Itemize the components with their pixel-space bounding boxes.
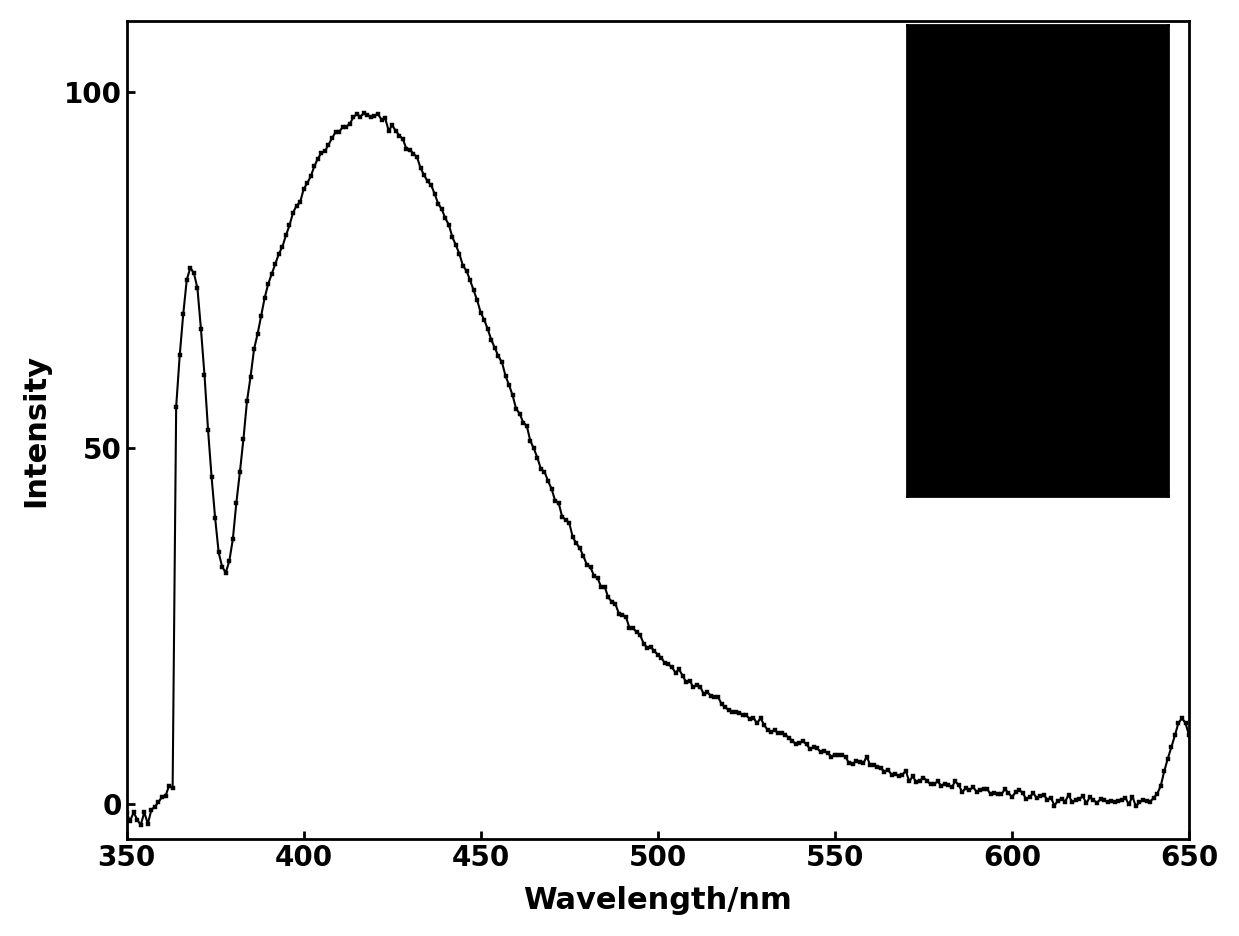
X-axis label: Wavelength/nm: Wavelength/nm bbox=[523, 886, 792, 915]
Y-axis label: Intensity: Intensity bbox=[21, 354, 50, 506]
